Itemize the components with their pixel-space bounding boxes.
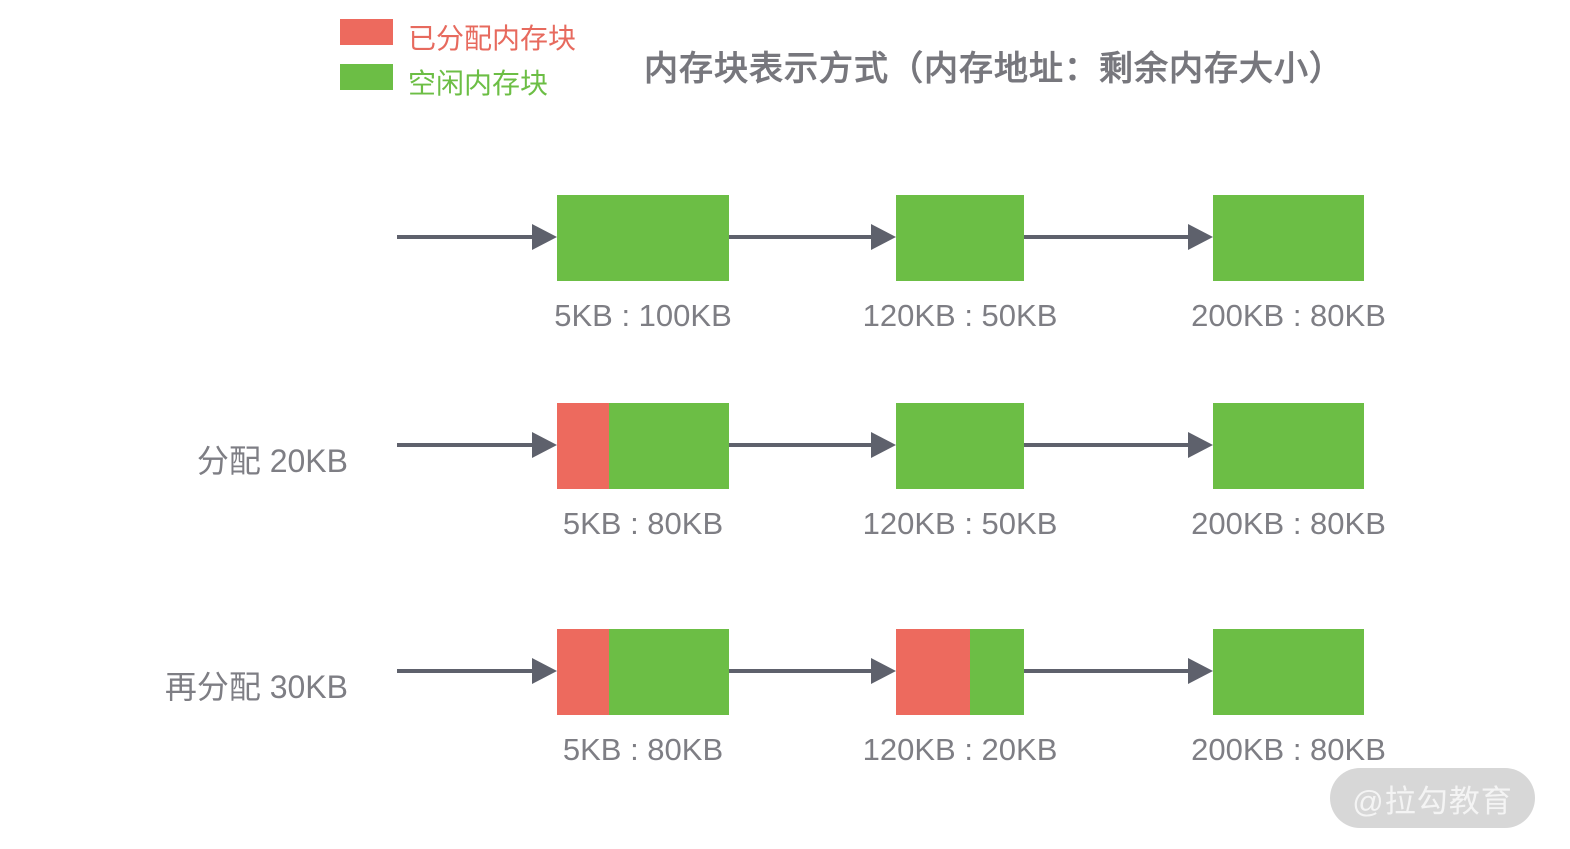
arrowhead-icon: [871, 658, 896, 684]
free-segment: [896, 403, 1024, 489]
memory-block-label: 200KB : 80KB: [1191, 732, 1386, 767]
arrowhead-icon: [1188, 658, 1213, 684]
free-segment: [970, 629, 1024, 715]
arrow-shaft: [729, 235, 878, 239]
arrow-shaft: [729, 443, 878, 447]
arrowhead-icon: [1188, 224, 1213, 250]
arrow-shaft: [397, 669, 539, 673]
free-segment: [557, 195, 729, 281]
memory-block: [1213, 403, 1364, 489]
arrowhead-icon: [871, 224, 896, 250]
memory-block: [557, 195, 729, 281]
legend-label-allocated: 已分配内存块: [408, 23, 577, 54]
memory-row-reallocate-30kb: 再分配 30KB 5KB : 80KB 120KB : 20KB 200KB :…: [0, 629, 1570, 839]
memory-block-label: 5KB : 80KB: [562, 506, 724, 541]
memory-block-label: 120KB : 50KB: [862, 298, 1058, 333]
arrow-connector: [397, 658, 557, 684]
arrow-connector: [729, 432, 896, 458]
arrowhead-icon: [1188, 432, 1213, 458]
arrowhead-icon: [871, 432, 896, 458]
legend-swatch-free: [340, 64, 393, 90]
legend-swatch-allocated: [340, 19, 393, 45]
arrow-shaft: [729, 669, 878, 673]
arrowhead-icon: [532, 432, 557, 458]
memory-block: [557, 629, 729, 715]
memory-block: [1213, 629, 1364, 715]
arrow-connector: [1024, 432, 1213, 458]
arrowhead-icon: [532, 224, 557, 250]
watermark-text: @拉勾教育: [1352, 783, 1513, 819]
memory-block-label: 120KB : 20KB: [862, 732, 1058, 767]
arrow-connector: [729, 658, 896, 684]
free-segment: [608, 403, 729, 489]
memory-block: [896, 403, 1024, 489]
memory-block-label: 200KB : 80KB: [1191, 298, 1386, 333]
memory-row-allocate-20kb: 分配 20KB 5KB : 80KB 120KB : 50KB 200KB : …: [0, 403, 1570, 613]
free-segment: [1213, 403, 1364, 489]
row-label: 再分配 30KB: [164, 669, 348, 705]
memory-block-label: 5KB : 100KB: [554, 298, 732, 333]
legend-label-free: 空闲内存块: [408, 68, 549, 99]
memory-block-label: 200KB : 80KB: [1191, 506, 1386, 541]
page-title: 内存块表示方式（内存地址：剩余内存大小）: [644, 50, 1344, 88]
free-segment: [608, 629, 729, 715]
arrow-shaft: [1024, 443, 1195, 447]
arrow-connector: [729, 224, 896, 250]
memory-block: [896, 195, 1024, 281]
arrow-shaft: [397, 443, 539, 447]
free-segment: [1213, 629, 1364, 715]
arrow-shaft: [1024, 669, 1195, 673]
arrow-connector: [397, 224, 557, 250]
arrow-shaft: [397, 235, 539, 239]
memory-row-initial: 5KB : 100KB 120KB : 50KB 200KB : 80KB: [0, 195, 1570, 405]
memory-block: [896, 629, 1024, 715]
memory-block: [1213, 195, 1364, 281]
allocated-segment: [557, 403, 609, 489]
allocated-segment: [557, 629, 609, 715]
arrow-connector: [1024, 224, 1213, 250]
arrow-shaft: [1024, 235, 1195, 239]
memory-block-label: 5KB : 80KB: [562, 732, 724, 767]
free-segment: [1213, 195, 1364, 281]
row-label: 分配 20KB: [196, 443, 348, 479]
arrow-connector: [397, 432, 557, 458]
watermark-badge: @拉勾教育: [1330, 768, 1535, 828]
arrowhead-icon: [532, 658, 557, 684]
arrow-connector: [1024, 658, 1213, 684]
allocated-segment: [896, 629, 971, 715]
memory-block-label: 120KB : 50KB: [862, 506, 1058, 541]
memory-block: [557, 403, 729, 489]
free-segment: [896, 195, 1024, 281]
